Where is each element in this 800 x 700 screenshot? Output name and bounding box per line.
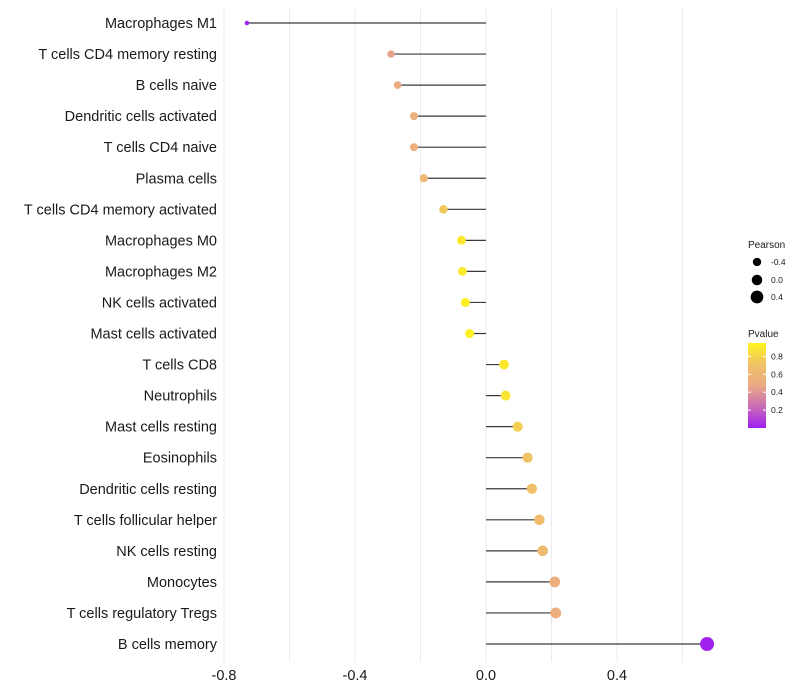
data-point (439, 205, 448, 214)
category-label: T cells CD8 (142, 358, 217, 374)
category-label: Monocytes (147, 575, 217, 591)
category-label: Dendritic cells resting (79, 482, 217, 498)
category-label: T cells CD4 naive (104, 140, 217, 156)
data-point (537, 545, 548, 557)
pvalue-legend-label: 0.8 (771, 351, 783, 361)
data-point (500, 390, 511, 401)
category-label: NK cells resting (116, 544, 217, 560)
category-label: Dendritic cells activated (65, 109, 217, 125)
category-label: B cells naive (136, 78, 217, 94)
x-axis-ticks: -0.8 -0.4 0.0 0.4 (212, 668, 628, 684)
data-point (550, 607, 562, 619)
category-label: Macrophages M0 (105, 233, 217, 249)
data-point (244, 20, 250, 26)
x-tick-label: 0.4 (607, 668, 627, 684)
pearson-legend-key (751, 274, 763, 286)
pearson-legend-key (752, 257, 762, 267)
pearson-legend: Pearson -0.4 0.0 0.4 (748, 240, 786, 304)
data-point (534, 514, 545, 526)
data-point (419, 174, 428, 183)
category-label: Plasma cells (136, 171, 217, 187)
data-point (549, 576, 561, 588)
pearson-legend-key (750, 290, 764, 304)
stems (246, 22, 708, 645)
x-tick-label: -0.4 (343, 668, 368, 684)
category-labels: Macrophages M1 T cells CD4 memory resting… (24, 16, 218, 653)
data-point (409, 143, 418, 152)
pvalue-legend-label: 0.2 (771, 405, 783, 415)
category-label: Macrophages M2 (105, 264, 217, 280)
data-point (499, 359, 509, 370)
pvalue-legend: Pvalue 0.8 0.6 0.4 0.2 (748, 329, 783, 428)
pvalue-legend-title: Pvalue (748, 329, 779, 340)
data-point (465, 328, 475, 339)
grid-lines (223, 8, 683, 662)
data-point (409, 112, 418, 121)
category-label: Macrophages M1 (105, 16, 217, 32)
data-point (522, 452, 533, 463)
category-label: Eosinophils (143, 451, 217, 467)
data-point (700, 637, 715, 651)
data-points (244, 20, 715, 651)
pearson-legend-title: Pearson (748, 240, 785, 251)
category-label: T cells CD4 memory activated (24, 202, 217, 218)
pvalue-legend-label: 0.4 (771, 387, 783, 397)
category-label: T cells CD4 memory resting (38, 47, 217, 63)
pearson-legend-label: 0.4 (771, 292, 783, 302)
category-label: B cells memory (118, 637, 218, 653)
data-point (460, 297, 470, 307)
data-point (512, 421, 523, 432)
data-point (526, 483, 538, 494)
pvalue-legend-label: 0.6 (771, 369, 783, 379)
category-label: T cells follicular helper (74, 513, 217, 529)
x-tick-label: -0.8 (212, 668, 237, 684)
pearson-legend-label: 0.0 (771, 275, 783, 285)
category-label: Neutrophils (144, 389, 217, 405)
data-point (457, 266, 467, 276)
category-label: T cells regulatory Tregs (67, 606, 217, 622)
data-point (456, 235, 466, 245)
x-tick-label: 0.0 (476, 668, 496, 684)
pvalue-colorbar (748, 343, 766, 428)
category-label: Mast cells activated (90, 327, 217, 343)
category-label: NK cells activated (102, 295, 217, 311)
data-point (387, 50, 395, 58)
pearson-legend-label: -0.4 (771, 257, 786, 267)
category-label: Mast cells resting (105, 420, 217, 436)
data-point (393, 81, 402, 89)
